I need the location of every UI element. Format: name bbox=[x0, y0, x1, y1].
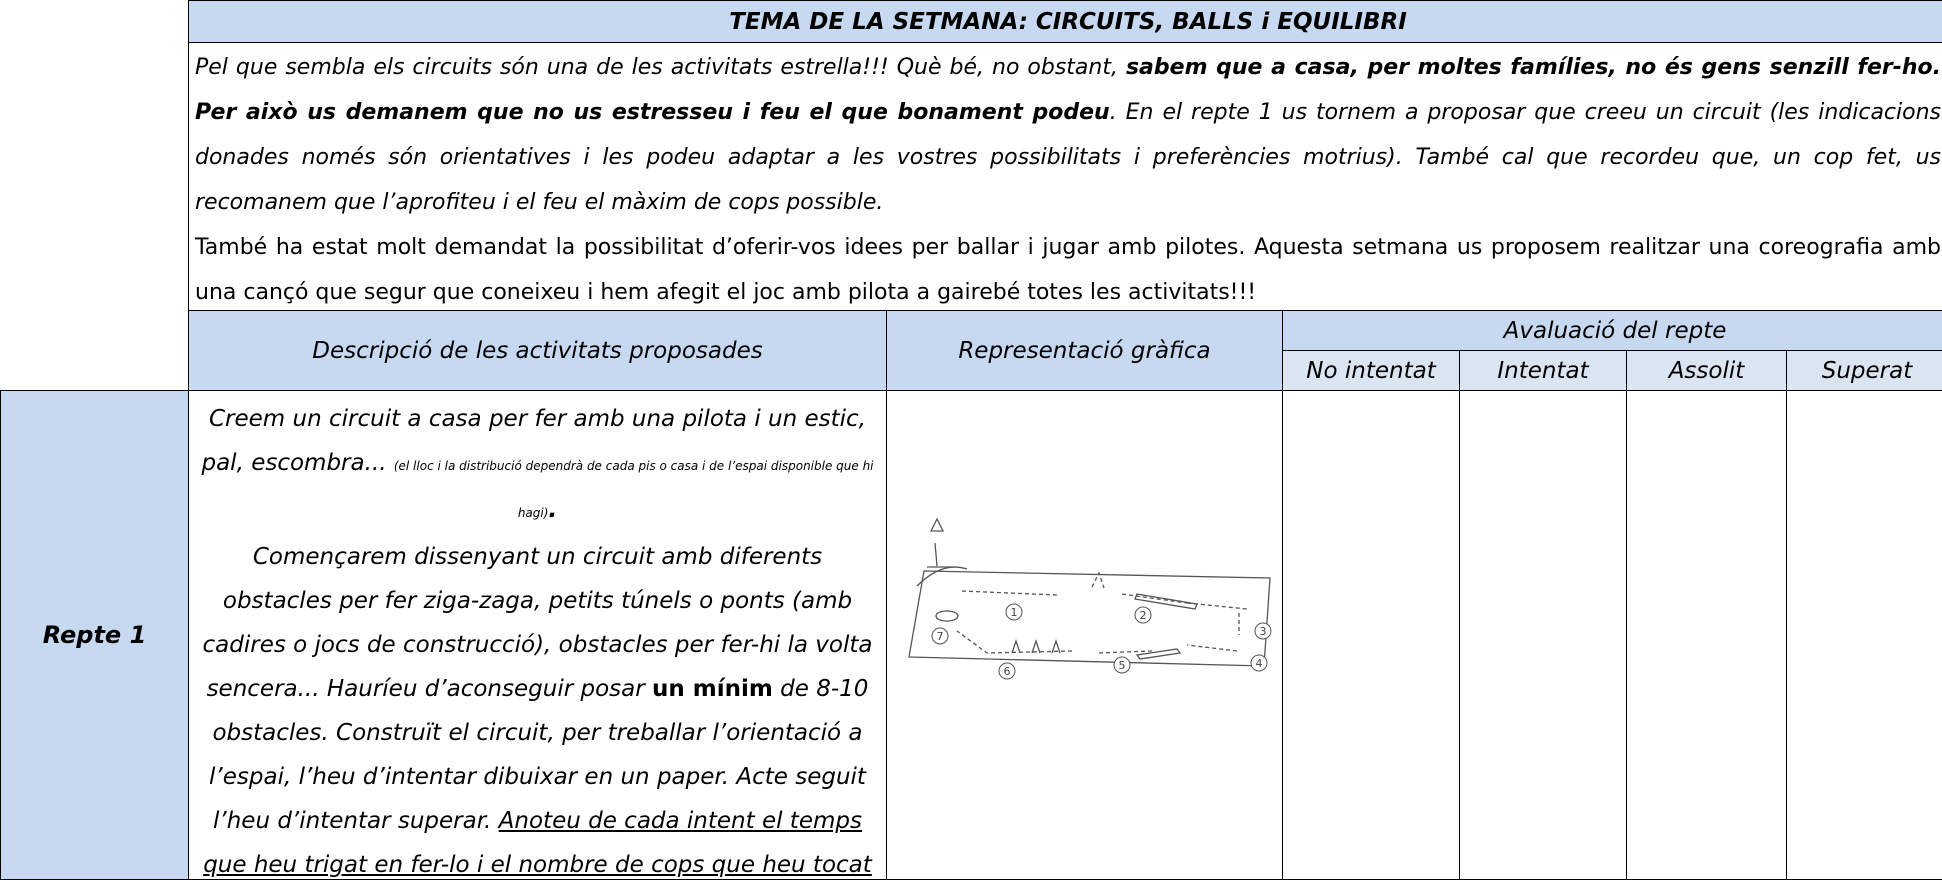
header-cell: Descripció de les activitats proposades bbox=[188, 310, 887, 391]
step-circle bbox=[998, 662, 1016, 680]
column-header: Representació gràfica bbox=[958, 337, 1211, 364]
ball bbox=[935, 610, 959, 622]
row-label-cell: Repte 1 bbox=[0, 390, 189, 880]
step-number: 1 bbox=[1011, 606, 1018, 619]
step-circle bbox=[1254, 622, 1272, 640]
step-number: 3 bbox=[1260, 625, 1267, 638]
intro-emphasis: sabem que a casa, per moltes famílies, n… bbox=[195, 55, 1941, 125]
stick bbox=[1134, 593, 1198, 610]
intro-text: . En el repte 1 us tornem a proposar que… bbox=[195, 100, 1941, 215]
title: TEMA DE LA SETMANA: CIRCUITS, BALLS i EQ… bbox=[729, 8, 1407, 35]
description-text: Creem un circuit a casa per fer amb una … bbox=[201, 406, 866, 476]
description-underlined: Anoteu de cada intent el temps que heu t… bbox=[203, 808, 872, 878]
header-cell: Representació gràfica bbox=[886, 310, 1283, 391]
tunnel bbox=[1135, 648, 1182, 660]
step-circle bbox=[931, 627, 949, 645]
step-circle bbox=[1250, 654, 1268, 672]
graphic-cell: 1 2 3 4 5 6 7 bbox=[886, 390, 1283, 880]
step-number: 5 bbox=[1119, 659, 1126, 672]
header-cell: Assolit bbox=[1626, 350, 1787, 391]
step-circle bbox=[1134, 606, 1152, 624]
step-circle bbox=[1113, 656, 1131, 674]
step-number: 7 bbox=[937, 630, 944, 643]
title-cell: TEMA DE LA SETMANA: CIRCUITS, BALLS i EQ… bbox=[188, 0, 1942, 43]
description-cell: Creem un circuit a casa per fer amb una … bbox=[188, 390, 887, 880]
evaluation-cell[interactable] bbox=[1626, 390, 1787, 880]
level-header: No intentat bbox=[1306, 357, 1436, 384]
column-header: Descripció de les activitats proposades bbox=[312, 337, 763, 364]
intro-text: Pel que sembla els circuits són una de l… bbox=[195, 55, 1126, 80]
step-number: 2 bbox=[1140, 609, 1147, 622]
header-cell: No intentat bbox=[1282, 350, 1460, 391]
header-cell: Intentat bbox=[1459, 350, 1627, 391]
description-note: (el lloc i la distribució dependrà de ca… bbox=[393, 459, 874, 520]
header-cell: Avaluació del repte bbox=[1282, 310, 1942, 351]
description-text: Començarem dissenyant un circuit amb dif… bbox=[202, 544, 873, 702]
description-emphasis: un mínim bbox=[652, 676, 773, 702]
row-label: Repte 1 bbox=[42, 621, 147, 649]
path-arrows bbox=[956, 571, 1248, 654]
description-text: de 8-10 obstacles. Construït el circuit,… bbox=[209, 676, 869, 834]
level-header: Intentat bbox=[1497, 357, 1589, 384]
level-header: Superat bbox=[1821, 357, 1913, 384]
intro-text: També ha estat molt demandat la possibil… bbox=[195, 235, 1941, 305]
evaluation-cell[interactable] bbox=[1786, 390, 1942, 880]
step-number: 4 bbox=[1256, 657, 1263, 670]
figure bbox=[916, 517, 968, 587]
intro: Pel que sembla els circuits són una de l… bbox=[188, 42, 1942, 311]
level-header: Assolit bbox=[1668, 357, 1745, 384]
step-circle bbox=[1005, 603, 1023, 621]
column-header: Avaluació del repte bbox=[1503, 317, 1727, 344]
evaluation-cell[interactable] bbox=[1282, 390, 1460, 880]
circuit-sketch: 1 2 3 4 5 6 7 bbox=[908, 517, 1272, 680]
description-text: . bbox=[548, 497, 558, 523]
header-cell: Superat bbox=[1786, 350, 1942, 391]
board bbox=[908, 570, 1271, 667]
cones bbox=[1011, 638, 1061, 654]
evaluation-cell[interactable] bbox=[1459, 390, 1627, 880]
step-number: 6 bbox=[1004, 665, 1011, 678]
